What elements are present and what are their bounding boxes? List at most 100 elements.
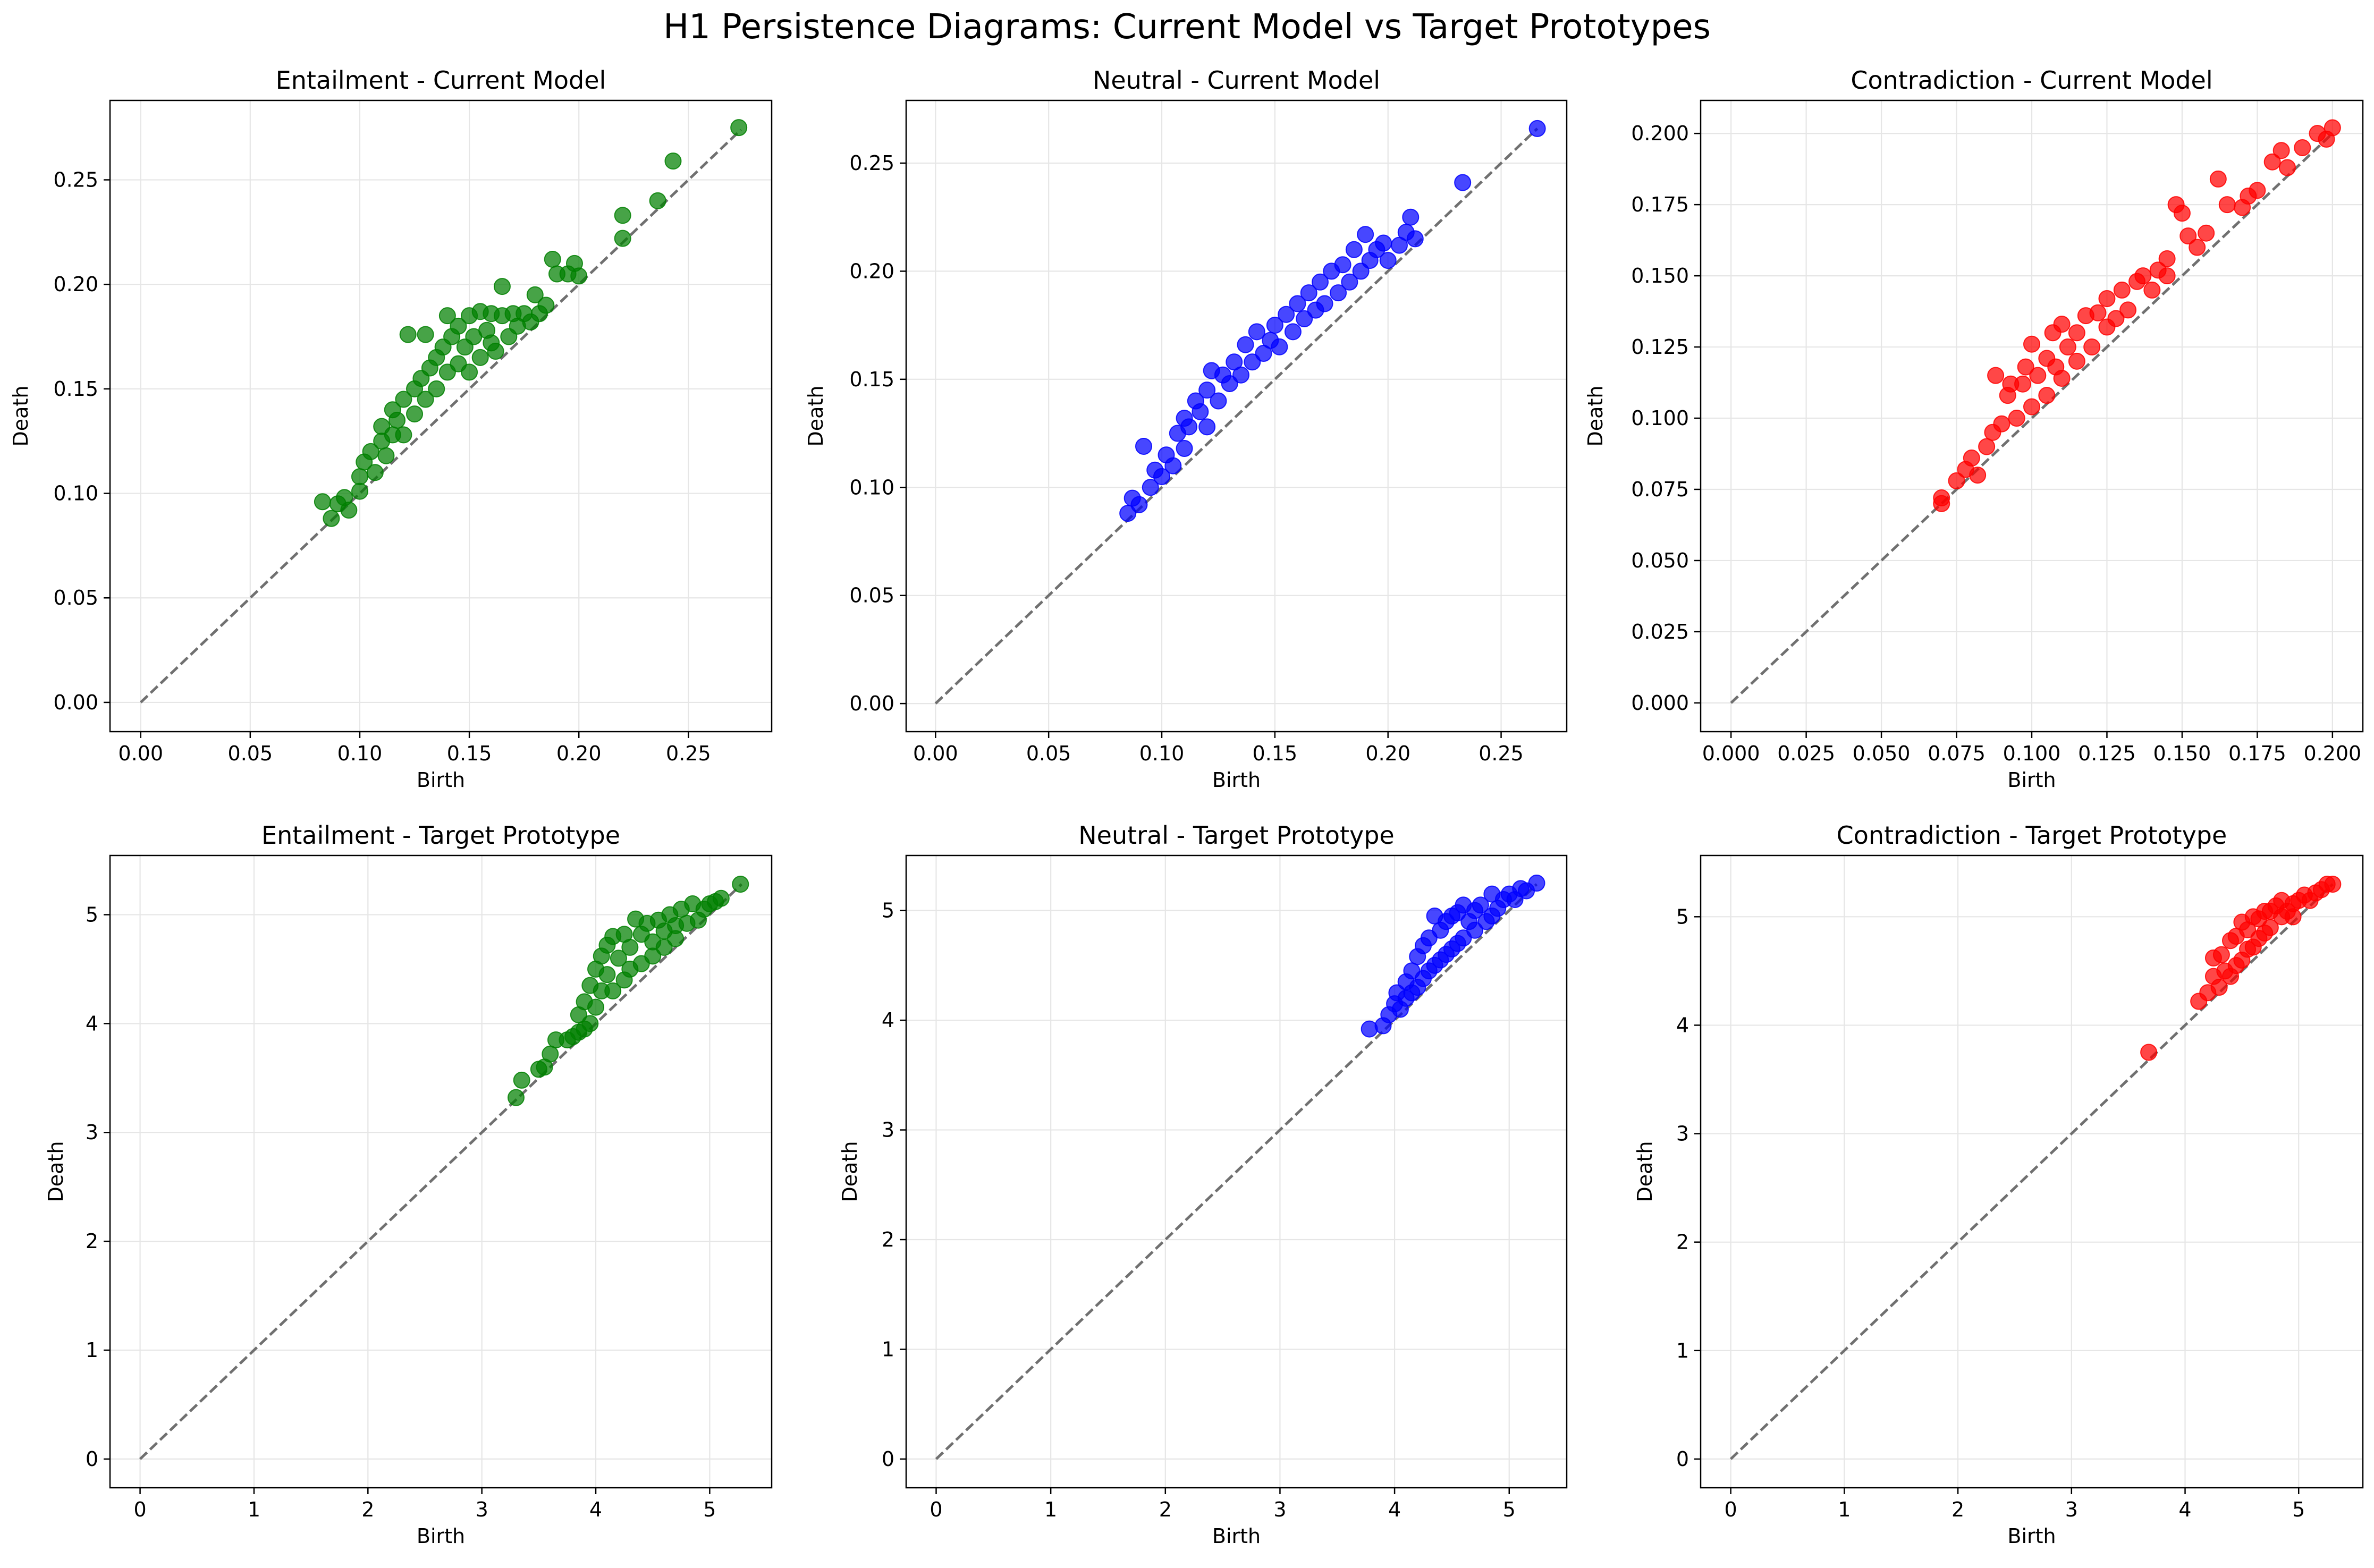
- x-tick-label: 0.025: [1777, 742, 1835, 765]
- points: [507, 876, 749, 1106]
- data-point: [2158, 267, 2176, 285]
- data-point: [1192, 403, 1209, 420]
- data-point: [2261, 919, 2279, 936]
- data-point: [587, 998, 605, 1016]
- axes-frame: [905, 99, 1568, 733]
- x-tick-label: 0.10: [337, 742, 383, 765]
- y-tick-label: 2: [86, 1230, 98, 1253]
- subplot-1: 0.00 0.05 0.10 0.15 0.20 0.25 0.00 0.05 0.10 0.15…: [9, 66, 773, 792]
- y-tick-label: 0.25: [849, 151, 894, 175]
- data-point: [2053, 369, 2071, 387]
- data-point: [2249, 182, 2266, 199]
- data-point: [1180, 418, 1198, 436]
- data-point: [2083, 338, 2101, 356]
- data-point: [1357, 226, 1374, 243]
- data-point: [388, 411, 406, 429]
- data-point: [2089, 304, 2107, 321]
- data-point: [395, 391, 412, 408]
- data-point: [2173, 205, 2191, 222]
- y-tick-label: 0.15: [849, 368, 894, 391]
- x-tick-label: 4: [589, 1498, 602, 1521]
- y-tick-label: 0: [882, 1447, 894, 1471]
- subplot-5: 0 1 2 3 4 5 0 1 2 3 4 5 Neutral - Target Prototype Bi…: [838, 821, 1568, 1548]
- x-tick-label: 0.175: [2228, 742, 2286, 765]
- x-tick-label: 4: [2178, 1498, 2191, 1521]
- data-point: [2189, 239, 2206, 256]
- x-tick-label: 2: [361, 1498, 374, 1521]
- data-point: [2158, 250, 2176, 267]
- y-tick-label: 0.20: [849, 259, 894, 283]
- subplot-6: 0 1 2 3 4 5 0 1 2 3 4 5 Contradiction - Target Proto…: [1633, 821, 2364, 1548]
- data-point: [1978, 438, 1996, 455]
- subplot-4: 0 1 2 3 4 5 0 1 2 3 4 5 Entailment - Target Prototyp…: [44, 821, 773, 1548]
- data-point: [2278, 159, 2296, 176]
- y-tick-label: 0: [86, 1447, 98, 1471]
- data-point: [340, 502, 358, 519]
- data-point: [1164, 457, 1182, 474]
- data-point: [730, 119, 748, 137]
- data-point: [1454, 174, 1472, 191]
- data-point: [1963, 450, 1980, 467]
- data-point: [438, 307, 456, 325]
- y-tick-label: 0.00: [53, 691, 98, 714]
- data-point: [1237, 336, 1254, 353]
- y-axis-label: Death: [1584, 386, 1607, 447]
- y-tick-label: 1: [86, 1338, 98, 1362]
- data-point: [450, 317, 467, 335]
- y-tick-label: 0.050: [1631, 549, 1689, 572]
- y-tick-label: 3: [1676, 1122, 1689, 1146]
- x-tick-label: 2: [1951, 1498, 1964, 1521]
- data-point: [1375, 234, 1392, 252]
- data-point: [323, 510, 340, 527]
- x-tick-label: 1: [1044, 1498, 1057, 1521]
- x-tick-label: 0.25: [666, 742, 711, 765]
- x-tick-label: 0.20: [556, 742, 602, 765]
- data-point: [2198, 224, 2215, 242]
- data-point: [471, 349, 489, 366]
- x-tick-label: 0.25: [1479, 742, 1524, 765]
- data-point: [1266, 317, 1283, 334]
- data-point: [581, 1015, 599, 1032]
- x-tick-label: 0: [133, 1498, 146, 1521]
- data-point: [1933, 489, 1950, 507]
- data-point: [544, 250, 561, 268]
- data-point: [493, 278, 511, 295]
- data-point: [1987, 367, 2005, 384]
- y-tick-label: 0.10: [849, 476, 894, 499]
- x-axis-label: Birth: [417, 768, 465, 792]
- data-point: [2143, 281, 2161, 299]
- data-point: [1135, 437, 1152, 455]
- data-point: [1379, 252, 1397, 269]
- diagonal-line: [935, 883, 1538, 1460]
- y-tick-label: 2: [882, 1228, 894, 1251]
- x-tick-label: 0.050: [1853, 742, 1911, 765]
- data-point: [351, 482, 368, 500]
- axes-frame: [905, 854, 1568, 1489]
- points: [314, 119, 748, 527]
- x-tick-label: 1: [1838, 1498, 1851, 1521]
- x-axis-label: Birth: [2007, 768, 2056, 792]
- y-tick-label: 2: [1676, 1231, 1689, 1254]
- data-point: [1345, 241, 1363, 258]
- data-point: [1221, 375, 1238, 392]
- data-point: [2119, 301, 2137, 319]
- data-point: [664, 152, 682, 170]
- data-point: [598, 966, 616, 984]
- data-point: [2218, 196, 2236, 214]
- y-tick-label: 4: [882, 1008, 894, 1032]
- x-tick-label: 0.100: [2003, 742, 2061, 765]
- x-tick-label: 1: [248, 1498, 260, 1521]
- data-point: [2098, 290, 2116, 307]
- data-point: [604, 982, 622, 999]
- axes-frame: [109, 854, 773, 1489]
- data-point: [507, 1089, 525, 1106]
- axes-frame: [109, 99, 773, 733]
- data-point: [377, 447, 395, 464]
- data-point: [314, 493, 331, 511]
- y-tick-label: 0.000: [1631, 691, 1689, 715]
- data-point: [1406, 230, 1424, 248]
- data-point: [649, 192, 666, 209]
- x-tick-label: 0.10: [1139, 742, 1185, 765]
- y-tick-label: 0.15: [53, 377, 98, 401]
